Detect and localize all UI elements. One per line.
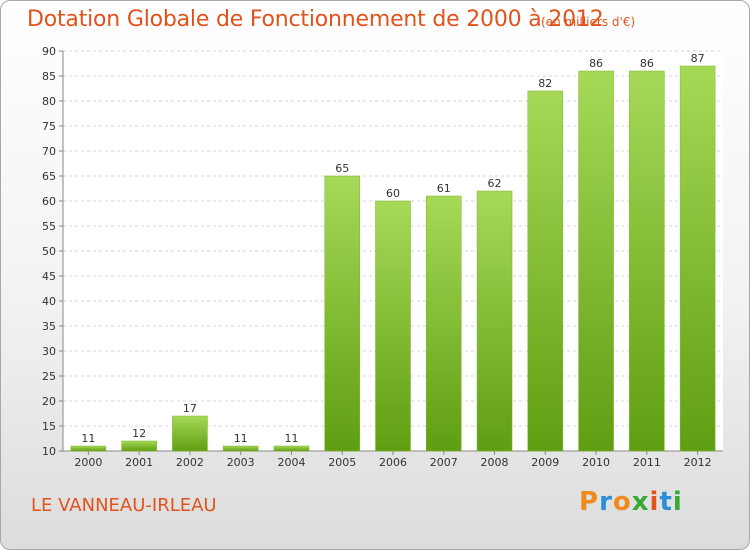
x-tick-label: 2002 bbox=[176, 456, 204, 469]
logo-letter: P bbox=[579, 487, 600, 517]
proxiti-logo: Proxiti bbox=[579, 487, 683, 517]
bar-2003 bbox=[222, 445, 259, 452]
bar-2002 bbox=[172, 415, 208, 452]
y-tick-label: 85 bbox=[42, 70, 56, 83]
bar-2009 bbox=[527, 90, 564, 452]
y-tick-label: 20 bbox=[42, 395, 56, 408]
y-tick-label: 25 bbox=[42, 370, 56, 383]
x-tick-label: 2010 bbox=[582, 456, 610, 469]
data-label: 61 bbox=[437, 182, 451, 195]
bar-2010 bbox=[578, 70, 614, 452]
y-tick-label: 10 bbox=[42, 445, 56, 458]
x-tick-label: 2007 bbox=[430, 456, 458, 469]
place-name: LE VANNEAU-IRLEAU bbox=[31, 495, 217, 516]
y-tick-label: 75 bbox=[42, 120, 56, 133]
y-tick-label: 45 bbox=[42, 270, 56, 283]
logo-letter: i bbox=[649, 487, 660, 517]
data-label: 82 bbox=[538, 77, 552, 90]
x-tick-label: 2003 bbox=[227, 456, 255, 469]
y-tick-label: 15 bbox=[42, 420, 56, 433]
bars bbox=[70, 65, 716, 452]
x-tick-label: 2000 bbox=[74, 456, 102, 469]
data-label: 86 bbox=[640, 57, 654, 70]
bar-2007 bbox=[426, 195, 462, 452]
bar-2012 bbox=[679, 65, 716, 452]
logo-letter: i bbox=[672, 487, 683, 517]
bar-2004 bbox=[273, 445, 310, 452]
bar-2008 bbox=[476, 190, 513, 452]
y-tick-label: 30 bbox=[42, 345, 56, 358]
unit-note: (en milliers d'€) bbox=[541, 15, 636, 29]
x-tick-label: 2005 bbox=[328, 456, 356, 469]
chart-title: Dotation Globale de Fonctionnement de 20… bbox=[27, 7, 604, 32]
labels: 10 15 20 25 30 35 40 45 50 55 60 65 70 75 80 85 90 2000 11… bbox=[42, 45, 712, 469]
bar-2005 bbox=[324, 175, 360, 452]
data-label: 12 bbox=[132, 427, 146, 440]
bar-2011 bbox=[629, 70, 665, 452]
data-label: 62 bbox=[488, 177, 502, 190]
x-tick-label: 2001 bbox=[125, 456, 153, 469]
x-tick-label: 2009 bbox=[531, 456, 559, 469]
x-tick-label: 2008 bbox=[481, 456, 509, 469]
logo-letter: x bbox=[631, 487, 650, 517]
bar-2001 bbox=[121, 440, 157, 452]
x-tick-label: 2006 bbox=[379, 456, 407, 469]
y-tick-label: 60 bbox=[42, 195, 56, 208]
y-tick-label: 70 bbox=[42, 145, 56, 158]
y-tick-label: 40 bbox=[42, 295, 56, 308]
logo-letter: o bbox=[612, 487, 632, 517]
bar-2006 bbox=[375, 200, 411, 452]
y-tick-label: 90 bbox=[42, 45, 56, 58]
data-label: 60 bbox=[386, 187, 400, 200]
logo-letter: t bbox=[659, 487, 673, 517]
y-tick-label: 35 bbox=[42, 320, 56, 333]
logo-letter: r bbox=[599, 487, 613, 517]
data-label: 86 bbox=[589, 57, 603, 70]
data-label: 65 bbox=[335, 162, 349, 175]
y-tick-label: 65 bbox=[42, 170, 56, 183]
y-tick-label: 50 bbox=[42, 245, 56, 258]
x-tick-label: 2011 bbox=[633, 456, 661, 469]
x-tick-label: 2012 bbox=[684, 456, 712, 469]
data-label: 17 bbox=[183, 402, 197, 415]
y-tick-label: 80 bbox=[42, 95, 56, 108]
data-label: 11 bbox=[284, 432, 298, 445]
bar-2000 bbox=[70, 445, 107, 452]
data-label: 11 bbox=[81, 432, 95, 445]
data-label: 87 bbox=[691, 52, 705, 65]
y-tick-label: 55 bbox=[42, 220, 56, 233]
x-tick-label: 2004 bbox=[277, 456, 305, 469]
data-label: 11 bbox=[234, 432, 248, 445]
